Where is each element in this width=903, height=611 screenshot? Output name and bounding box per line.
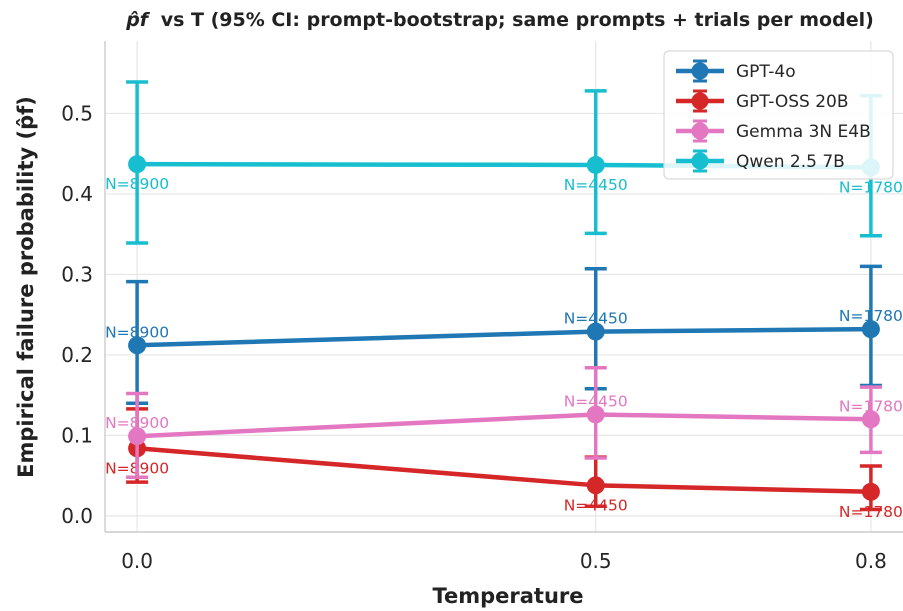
legend-item: GPT-4o — [676, 59, 796, 83]
legend-box — [663, 50, 894, 180]
n-label: N=1780 — [839, 397, 903, 415]
legend-item: GPT-OSS 20B — [676, 89, 849, 113]
y-tick-label: 0.3 — [61, 262, 93, 286]
chart-title: p̂f vs T (95% CI: prompt-bootstrap; same… — [125, 9, 874, 31]
data-point — [861, 410, 880, 429]
series-gpt-4o: N=8900 N=4450 N=1780 — [105, 264, 903, 405]
legend-label: GPT-4o — [736, 62, 796, 82]
legend-marker — [691, 152, 709, 170]
legend-marker — [691, 62, 709, 80]
y-tick-label: 0.2 — [61, 343, 93, 367]
y-axis-label: Empirical failure probability (p̂f) — [14, 96, 38, 478]
n-label: N=4450 — [564, 176, 628, 194]
legend-item: Gemma 3N E4B — [676, 119, 871, 143]
n-label: N=8900 — [105, 323, 169, 341]
legend-label: Gemma 3N E4B — [736, 122, 871, 142]
data-point — [128, 427, 147, 446]
legend-marker — [691, 122, 709, 140]
n-label: N=1780 — [839, 503, 903, 521]
data-point — [128, 155, 147, 174]
n-label: N=4450 — [564, 392, 628, 410]
series-line — [136, 446, 871, 495]
data-point — [586, 155, 605, 174]
chart-title-symbol: p̂f — [125, 9, 151, 31]
x-tick-label: 0.8 — [855, 549, 887, 573]
n-label: N=4450 — [564, 310, 628, 328]
legend-label: GPT-OSS 20B — [736, 92, 849, 112]
data-point — [861, 482, 880, 501]
x-tick-label: 0.0 — [121, 549, 153, 573]
series-gemma-3n-e4b: N=8900 N=4450 N=1780 — [105, 366, 903, 480]
series-gpt-oss-20b: N=8900 N=4450 N=1780 — [105, 407, 903, 521]
x-axis-label: Temperature — [432, 584, 583, 608]
n-label: N=8900 — [105, 175, 169, 193]
y-tick-label: 0.4 — [61, 182, 93, 206]
data-point — [128, 336, 147, 355]
series-line — [137, 326, 871, 348]
y-tick-label: 0.0 — [61, 504, 93, 528]
n-label: N=4450 — [564, 496, 628, 514]
legend-label: Qwen 2.5 7B — [736, 152, 845, 172]
n-label: N=1780 — [839, 307, 903, 325]
chart-title-text: vs T (95% CI: prompt-bootstrap; same pro… — [161, 9, 874, 31]
data-point — [586, 405, 605, 424]
data-point — [586, 322, 605, 341]
n-label: N=1780 — [839, 178, 903, 196]
legend-marker — [691, 92, 709, 110]
data-point — [861, 320, 880, 339]
x-tick-label: 0.5 — [580, 549, 612, 573]
y-tick-label: 0.1 — [61, 423, 93, 447]
series-line — [136, 412, 871, 439]
y-tick-label: 0.5 — [61, 101, 93, 125]
n-label: N=8900 — [105, 414, 169, 432]
data-point — [586, 476, 605, 495]
legend-item: Qwen 2.5 7B — [676, 149, 845, 173]
legend: GPT-4o GPT-OSS 20B Gemma 3N E4B Qwen 2.5 7B — [663, 50, 894, 180]
